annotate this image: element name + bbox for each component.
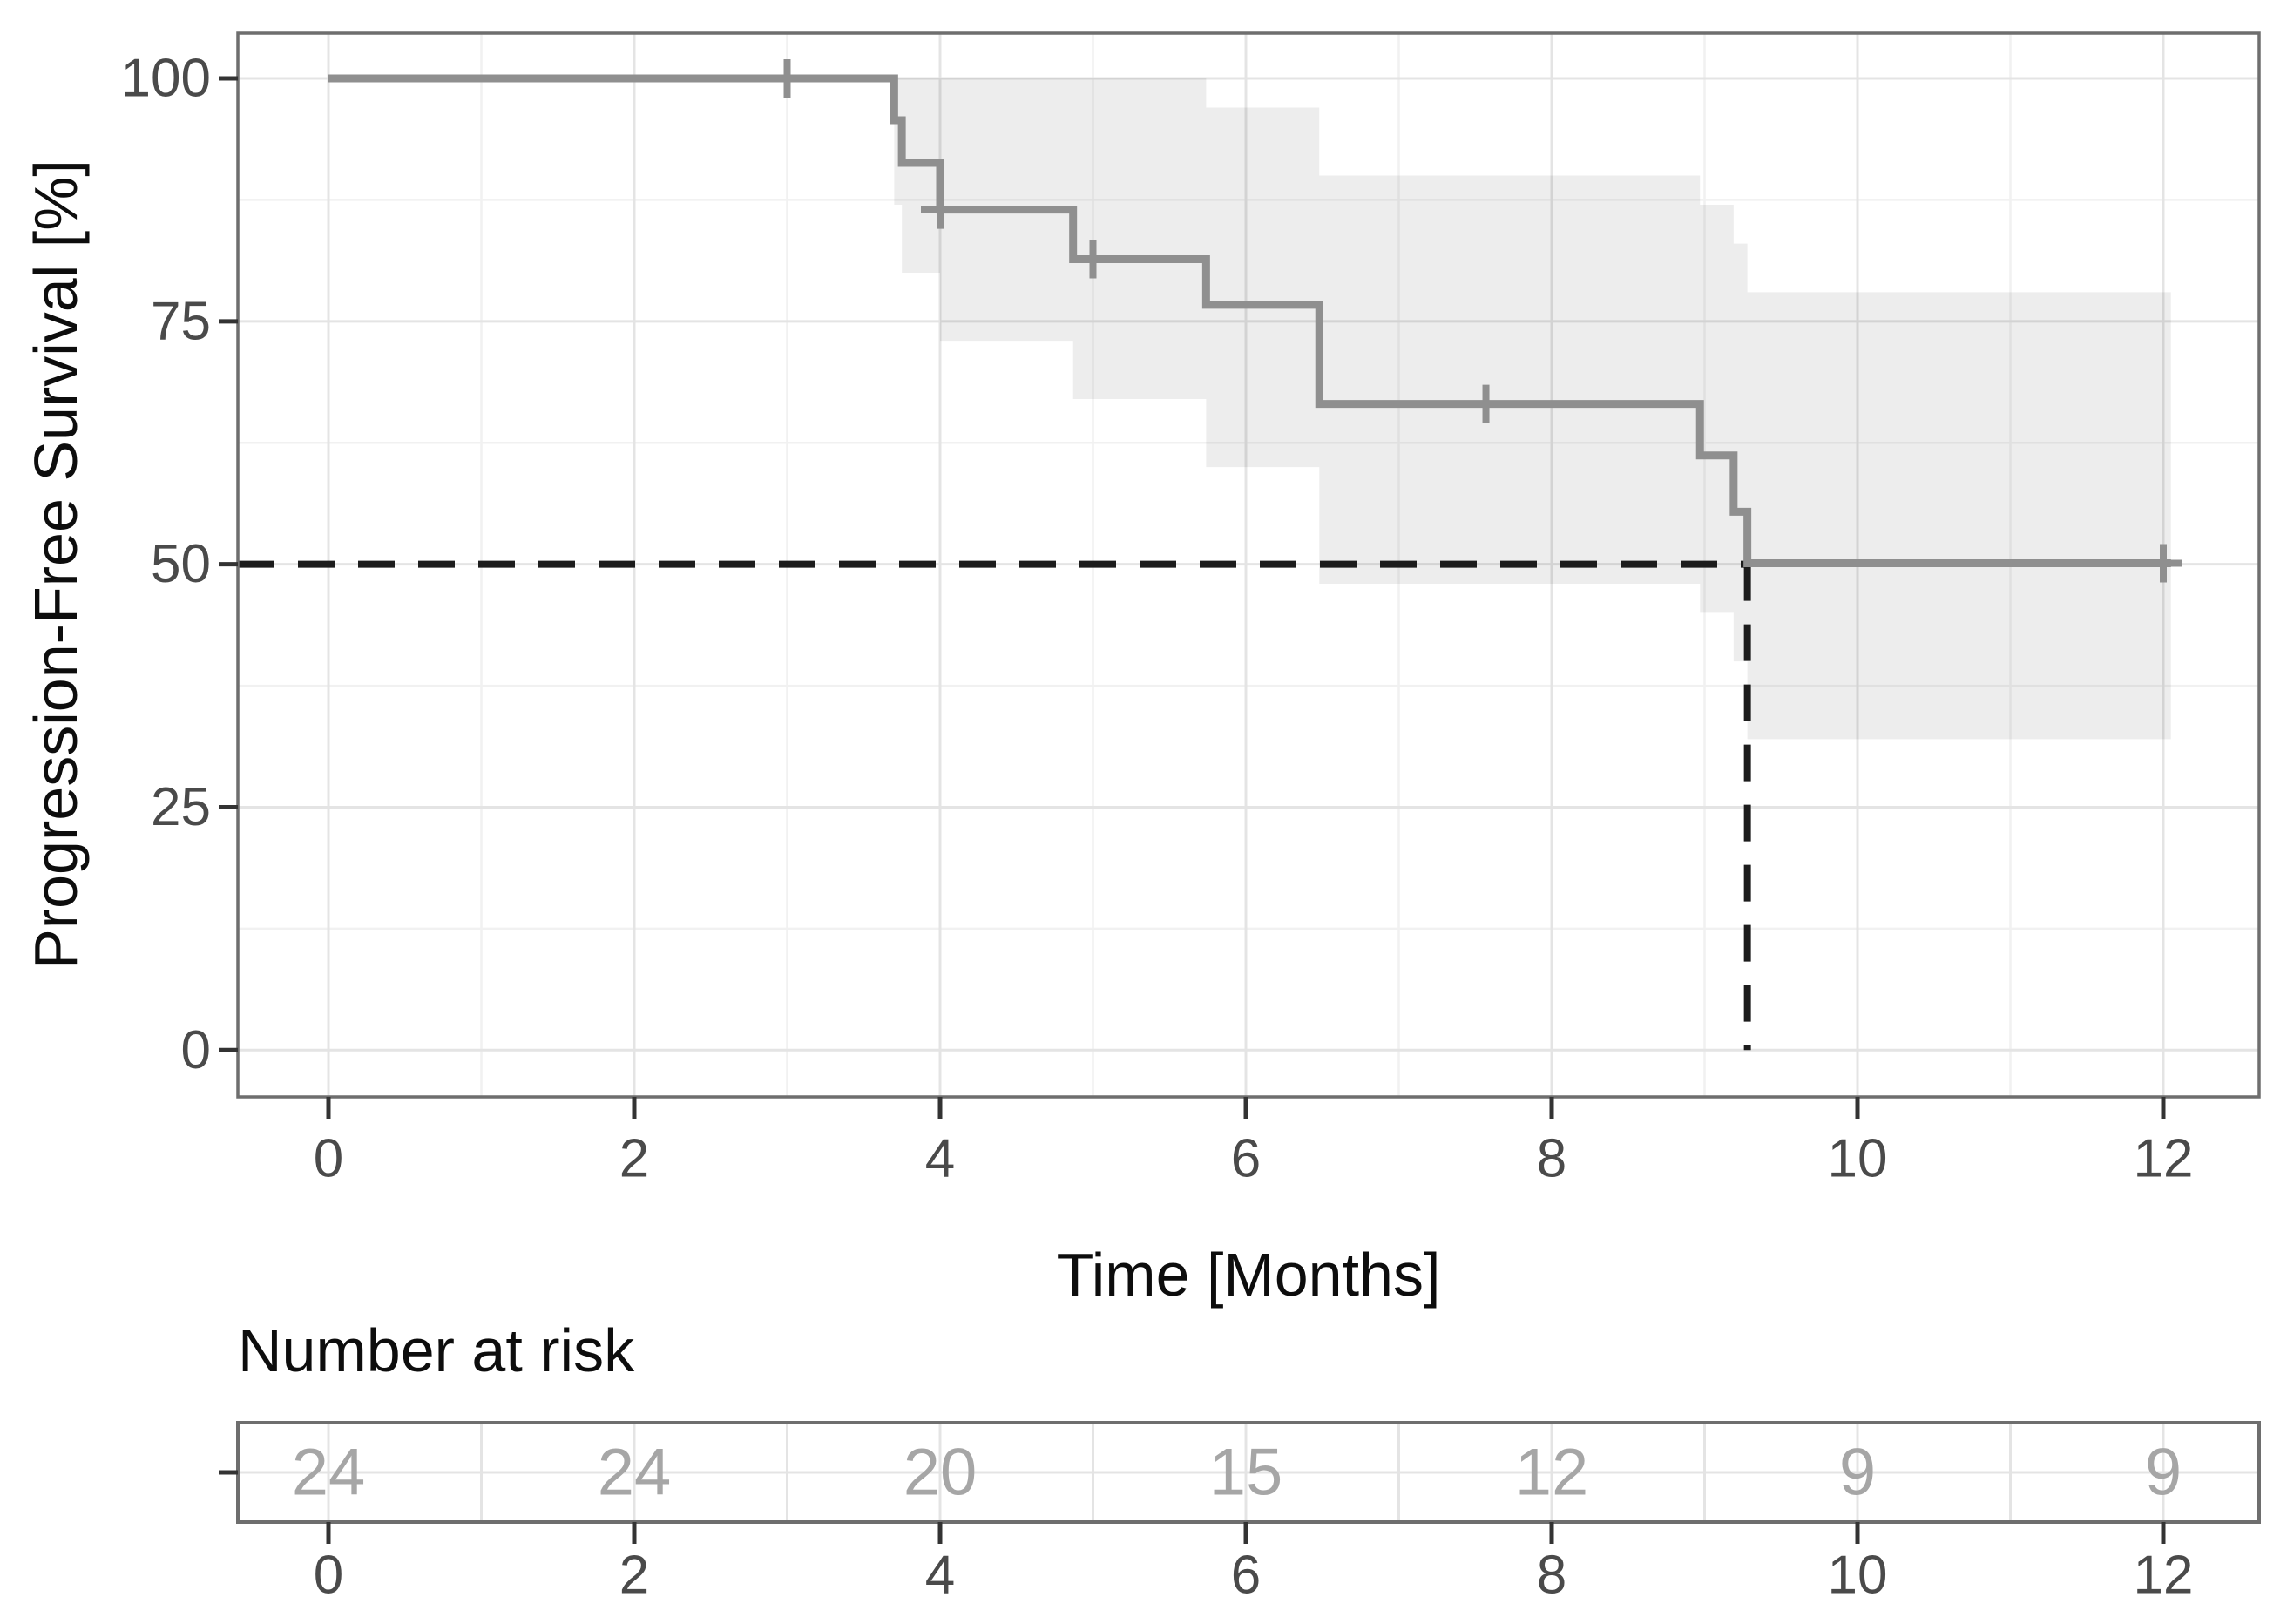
y-axis-title: Progression-Free Survival [%] (22, 159, 90, 970)
x-tick-label: 2 (619, 1129, 649, 1189)
y-tick-label: 25 (151, 777, 211, 837)
axis-ticks-and-labels: 0 25 50 75 100 0 2 4 6 8 10 12 (121, 49, 2194, 1189)
censor-marks (768, 59, 2182, 583)
risk-count: 12 (1515, 1436, 1589, 1510)
risk-count: 24 (292, 1436, 366, 1510)
censor-mark (921, 190, 959, 229)
risk-axis-label: 6 (1231, 1546, 1261, 1606)
risk-table: 24 24 20 15 12 9 90 2 4 6 8 10 12 (219, 1421, 2261, 1606)
km-curve-path (328, 74, 2171, 568)
risk-count: 9 (2145, 1436, 2182, 1510)
censor-mark (768, 59, 807, 98)
risk-axis-label: 0 (314, 1546, 343, 1606)
x-tick-label: 6 (1231, 1129, 1261, 1189)
x-tick-label: 4 (925, 1129, 955, 1189)
x-tick-label: 8 (1537, 1129, 1566, 1189)
x-tick-label: 0 (314, 1129, 343, 1189)
x-axis-title: Time [Months] (1057, 1241, 1441, 1309)
risk-count: 20 (903, 1436, 978, 1510)
risk-axis-label: 2 (619, 1546, 649, 1606)
y-tick-label: 0 (181, 1020, 211, 1080)
risk-axis-label: 12 (2134, 1546, 2194, 1606)
y-tick-label: 100 (121, 49, 211, 109)
risk-axis-label: 8 (1537, 1546, 1566, 1606)
risk-count: 24 (598, 1436, 672, 1510)
y-tick-label: 75 (151, 291, 211, 351)
km-step-curve (328, 74, 2171, 568)
y-tick-label: 50 (151, 534, 211, 594)
x-tick-label: 10 (1828, 1129, 1888, 1189)
risk-count: 15 (1209, 1436, 1283, 1510)
risk-table-title: Number at risk (238, 1316, 635, 1384)
risk-axis-label: 4 (925, 1546, 955, 1606)
censor-mark (2144, 544, 2182, 583)
confidence-band (894, 78, 2171, 740)
x-tick-label: 12 (2134, 1129, 2194, 1189)
median-survival-lines (238, 560, 1751, 1051)
confidence-band-area (894, 78, 2171, 740)
risk-count: 9 (1839, 1436, 1876, 1510)
censor-mark (1073, 240, 1113, 279)
risk-axis-label: 10 (1828, 1546, 1888, 1606)
censor-mark (1466, 384, 1505, 423)
